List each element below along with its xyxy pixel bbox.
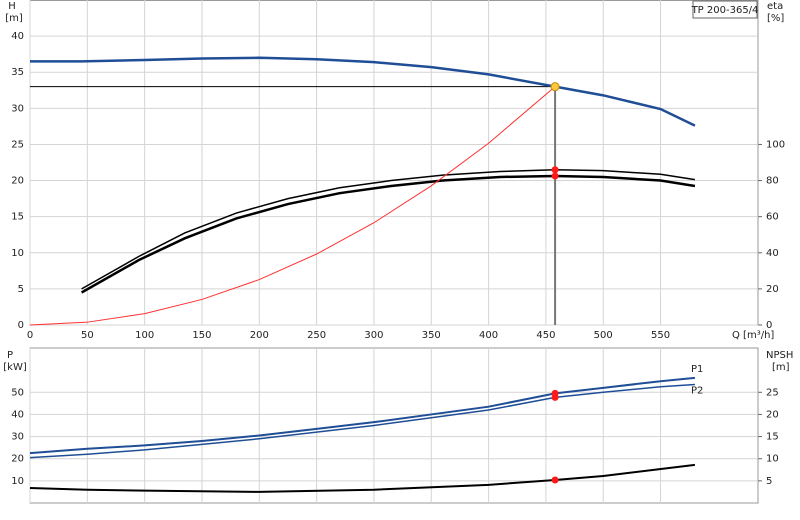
duty-marker	[551, 166, 559, 174]
duty-marker	[551, 393, 559, 401]
x-tick-label: 200	[250, 330, 269, 341]
y2-axis-unit: [m]	[772, 362, 790, 373]
y-tick-label: 40	[11, 409, 24, 420]
curve	[29, 383, 695, 459]
y2-tick-label: 60	[766, 212, 779, 223]
y-tick-label: 5	[18, 284, 24, 295]
x-tick-label: 0	[27, 330, 33, 341]
operating-point	[550, 82, 560, 92]
y-axis-unit: [kW]	[3, 362, 27, 373]
y-tick-label: 10	[11, 248, 24, 259]
x-tick-label: 450	[536, 330, 555, 341]
y-tick-label: 25	[11, 139, 24, 150]
y-axis-label: H	[8, 1, 16, 12]
y-tick-label: 30	[11, 103, 24, 114]
y2-axis-label: NPSH	[766, 350, 793, 361]
y2-axis-unit: [%]	[767, 13, 784, 24]
y2-tick-label: 20	[766, 409, 779, 420]
x-tick-label: 150	[192, 330, 211, 341]
x-tick-label: 100	[135, 330, 154, 341]
y2-tick-label: 25	[766, 387, 779, 398]
y-axis-unit: [m]	[5, 13, 23, 24]
y-tick-label: 10	[11, 476, 24, 487]
curve	[29, 463, 696, 493]
y-tick-label: 30	[11, 432, 24, 443]
y-tick-label: 0	[18, 320, 24, 331]
series-label: P1	[691, 364, 703, 375]
y2-tick-label: 5	[766, 476, 772, 487]
plot-frame	[29, 347, 759, 504]
curve	[80, 174, 696, 294]
y2-tick-label: 100	[766, 139, 785, 150]
x-axis-label: Q [m³/h]	[732, 330, 774, 341]
series-label: P2	[691, 386, 703, 397]
x-tick-label: 350	[422, 330, 441, 341]
y2-tick-label: 10	[766, 454, 779, 465]
duty-marker	[551, 476, 559, 484]
y2-tick-label: 15	[766, 432, 779, 443]
x-tick-label: 250	[307, 330, 326, 341]
y-tick-label: 40	[11, 31, 24, 42]
y-axis-label: P	[7, 350, 13, 361]
y-tick-label: 50	[11, 387, 24, 398]
x-tick-label: 300	[364, 330, 383, 341]
y-tick-label: 20	[11, 176, 24, 187]
duty-marker	[551, 172, 559, 180]
y2-tick-label: 20	[766, 284, 779, 295]
curve	[30, 56, 696, 127]
y2-tick-label: 80	[766, 176, 779, 187]
x-tick-label: 550	[651, 330, 670, 341]
y2-axis-label: eta	[767, 1, 783, 12]
y-tick-label: 15	[11, 212, 24, 223]
curve	[29, 376, 696, 455]
chart-title: TP 200-365/4	[691, 5, 759, 16]
plot-frame	[29, 0, 759, 326]
y2-tick-label: 40	[766, 248, 779, 259]
x-tick-label: 500	[594, 330, 613, 341]
title-box	[692, 0, 758, 19]
curve	[29, 86, 556, 326]
y-tick-label: 35	[11, 67, 24, 78]
x-tick-label: 50	[81, 330, 94, 341]
y-tick-label: 20	[11, 454, 24, 465]
x-tick-label: 400	[479, 330, 498, 341]
curve	[81, 168, 696, 290]
y2-tick-label: 0	[766, 320, 772, 331]
